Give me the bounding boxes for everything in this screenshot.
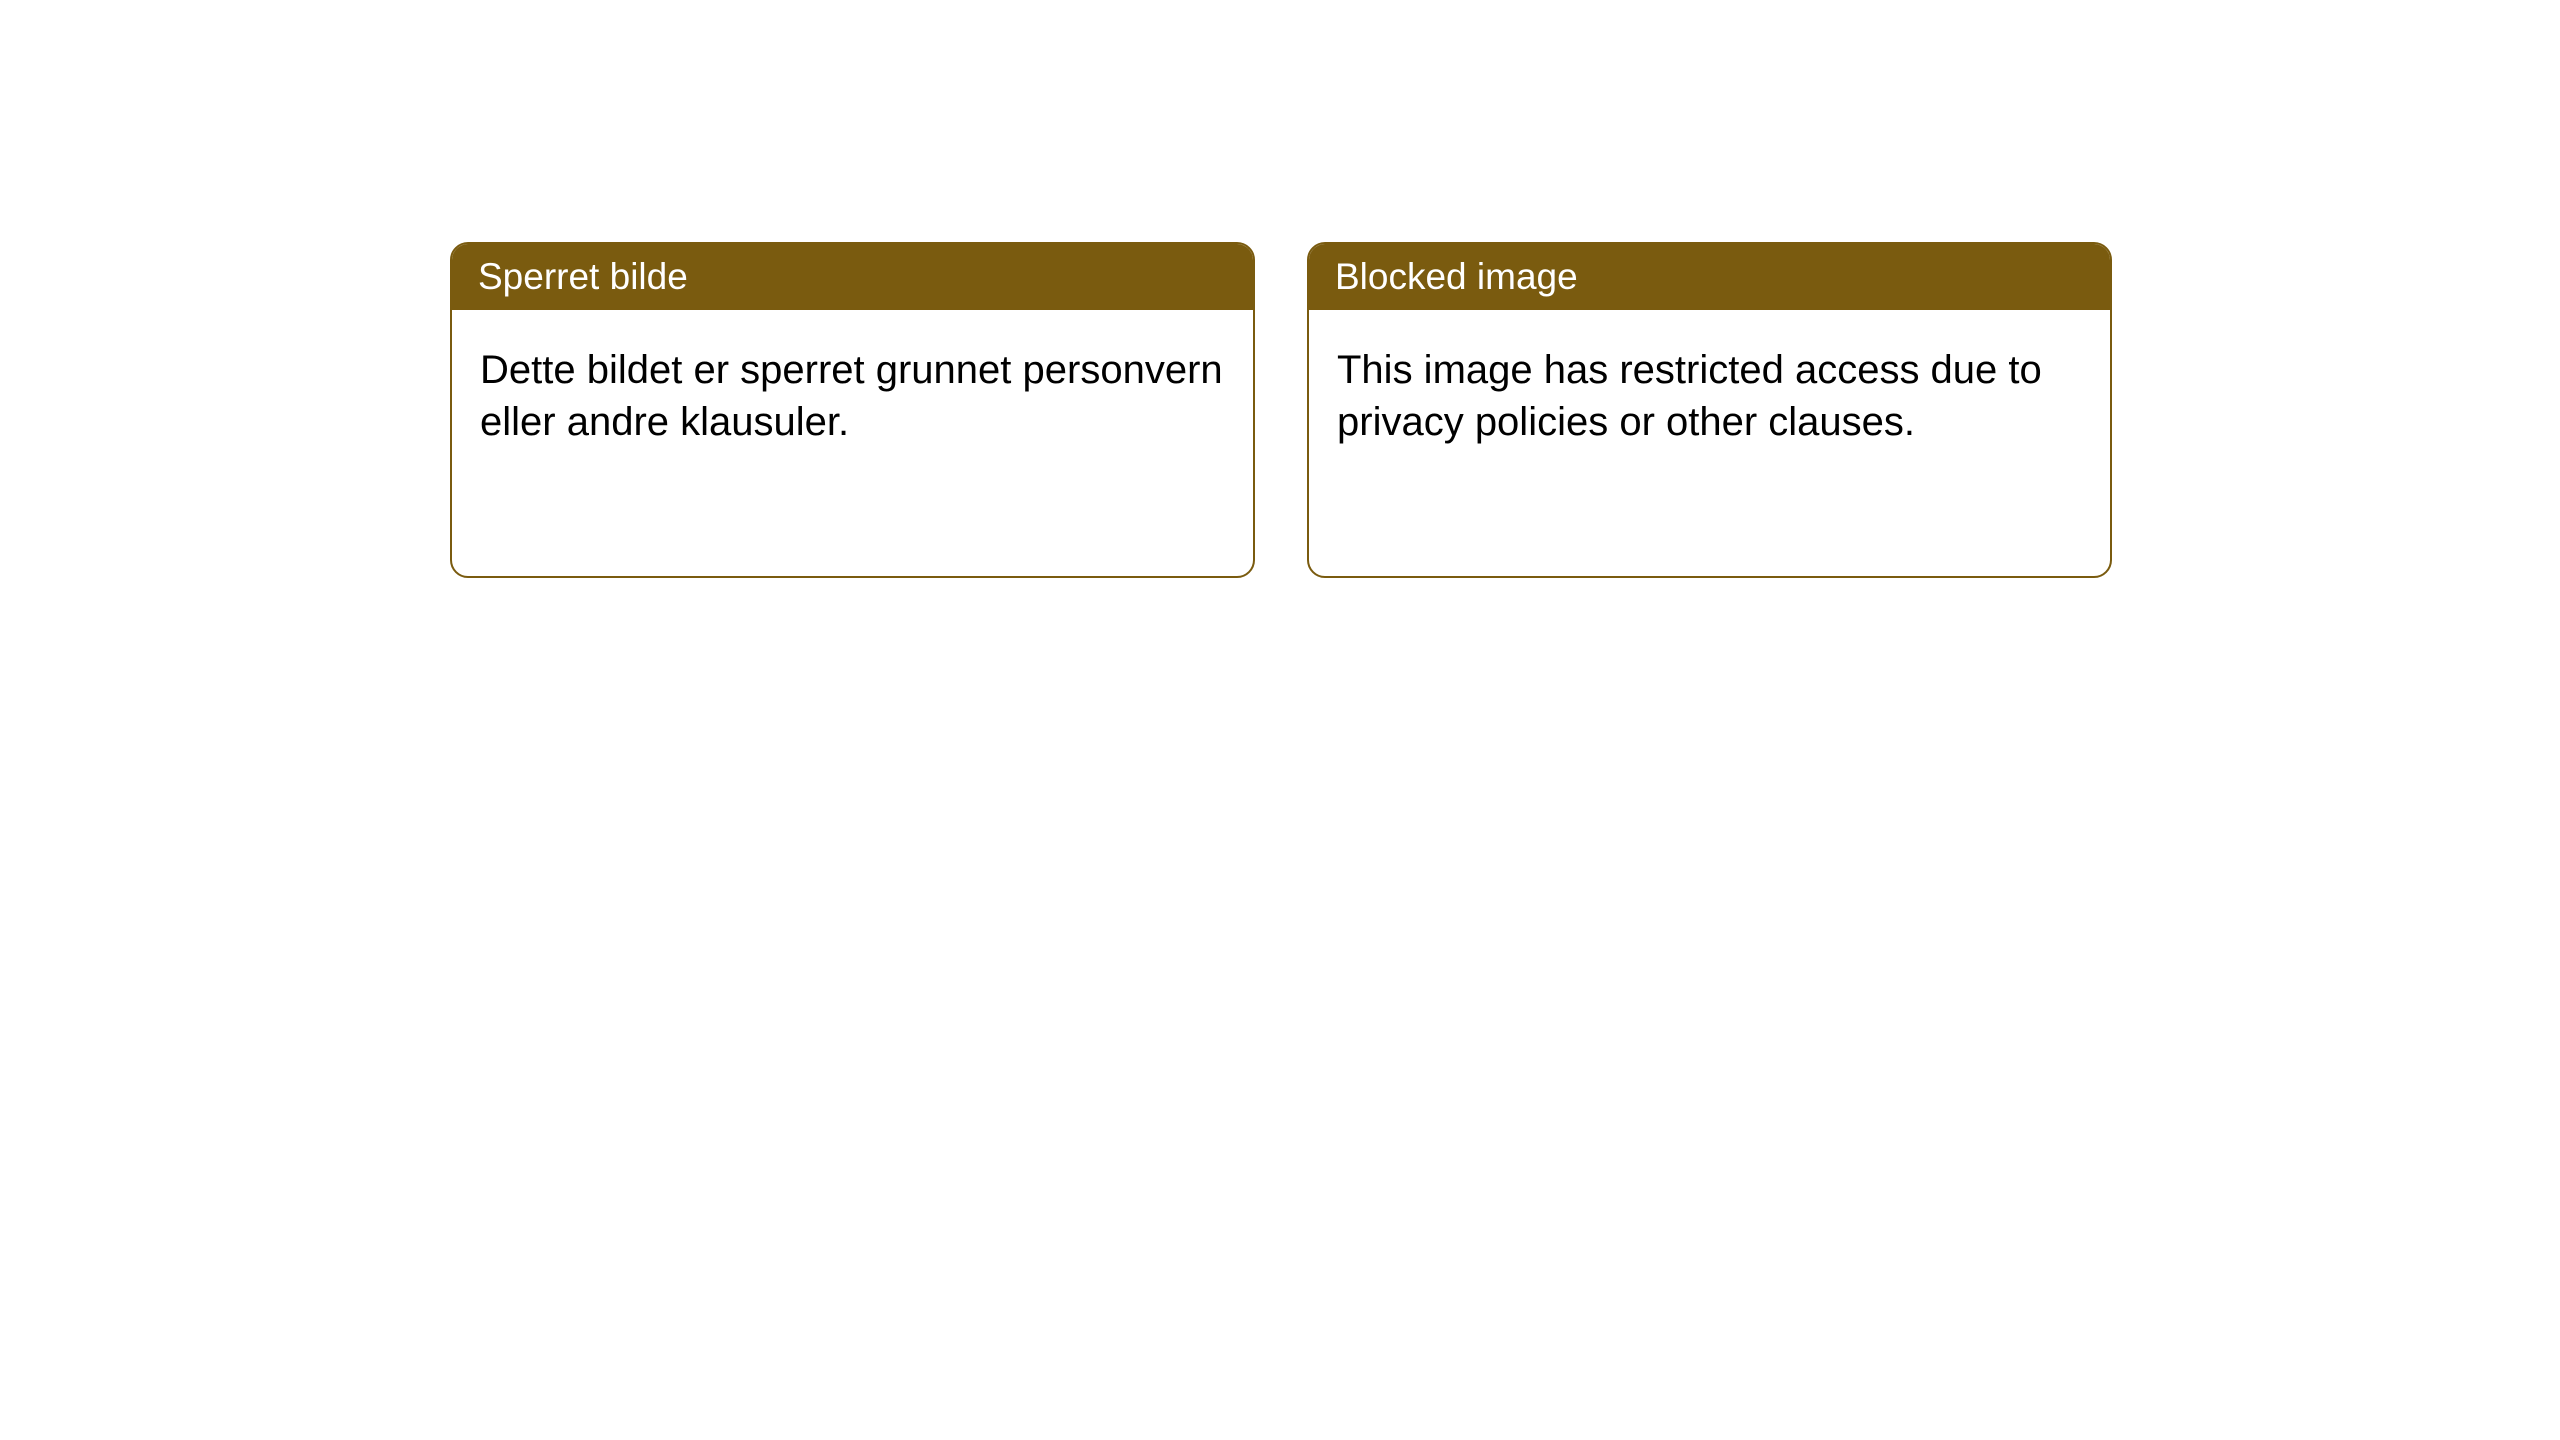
blocked-image-cards: Sperret bilde Dette bildet er sperret gr… <box>450 242 2112 578</box>
card-body-english: This image has restricted access due to … <box>1309 310 2110 482</box>
blocked-image-card-english: Blocked image This image has restricted … <box>1307 242 2112 578</box>
blocked-image-card-norwegian: Sperret bilde Dette bildet er sperret gr… <box>450 242 1255 578</box>
card-header-norwegian: Sperret bilde <box>452 244 1253 310</box>
card-body-norwegian: Dette bildet er sperret grunnet personve… <box>452 310 1253 482</box>
card-header-english: Blocked image <box>1309 244 2110 310</box>
